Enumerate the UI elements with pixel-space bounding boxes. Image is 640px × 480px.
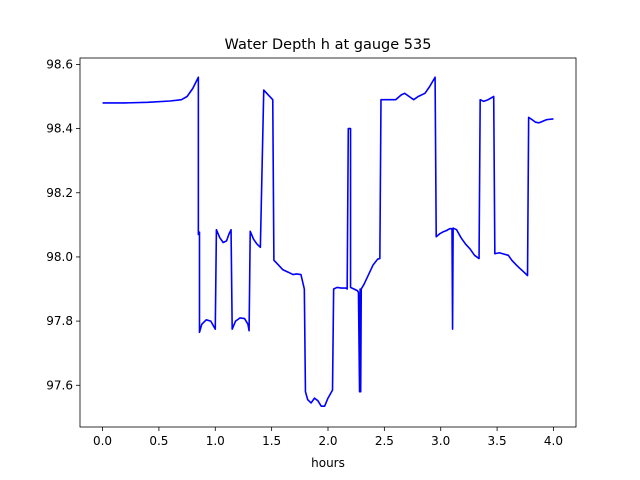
y-tick-label: 98.4 [46,122,73,136]
x-tick-label: 4.0 [544,434,563,448]
x-tick-label: 2.0 [318,434,337,448]
x-tick-label: 1.5 [262,434,281,448]
x-axis-title: hours [311,456,345,470]
series-layer [102,76,554,407]
x-tick-label: 3.5 [488,434,507,448]
y-tick-label: 97.6 [46,378,73,392]
y-axis: 97.6 97.8 98.0 98.2 98.4 98.6 [46,57,80,392]
x-tick-label: 2.5 [375,434,394,448]
x-tick-label: 3.0 [431,434,450,448]
x-axis: 0.0 0.5 1.0 1.5 2.0 2.5 3.0 3.5 4.0 [93,427,563,448]
y-tick-label: 98.0 [46,250,73,264]
x-tick-label: 0.5 [149,434,168,448]
x-tick-label: 0.0 [93,434,112,448]
x-tick-label: 1.0 [206,434,225,448]
series-line-0 [102,76,554,407]
y-tick-label: 98.6 [46,57,73,71]
chart-title: Water Depth h at gauge 535 [225,37,432,53]
y-tick-label: 97.8 [46,314,73,328]
y-tick-label: 98.2 [46,186,73,200]
